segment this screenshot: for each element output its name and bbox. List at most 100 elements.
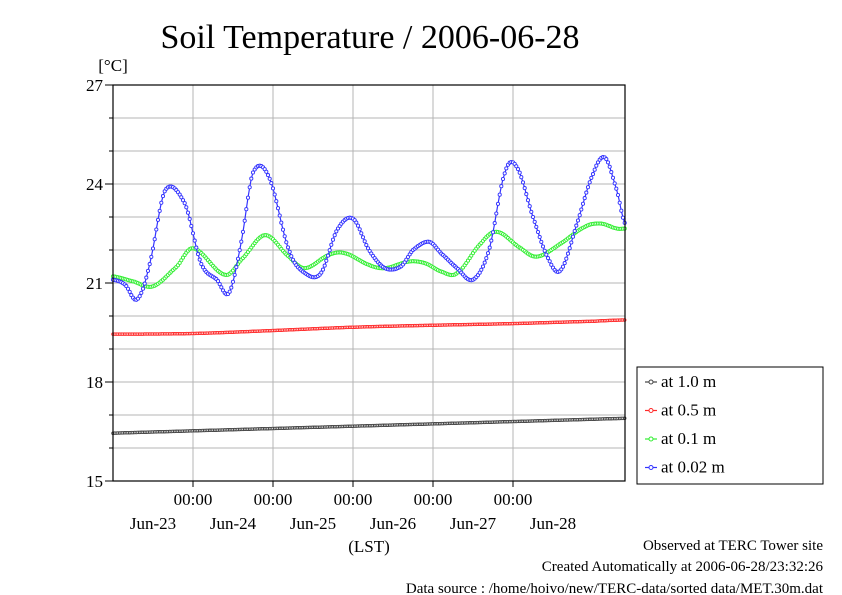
data-point [485,251,491,256]
data-point [277,213,282,218]
legend-label: at 0.5 m [661,401,716,420]
legend: at 1.0 m at 0.5 m at 0.1 m at 0.02 m [636,366,824,485]
data-point [182,201,187,206]
data-point [494,211,499,216]
data-point [585,185,591,190]
data-point [500,176,506,182]
data-point [282,234,287,239]
data-point [195,252,201,257]
data-point [619,208,624,213]
data-point [219,285,224,290]
data-point [517,170,522,175]
data-point [364,242,369,248]
data-point [527,204,532,209]
x-tick-label: 00:00 [254,490,293,509]
y-tick-label: 21 [86,274,103,293]
data-point [580,201,586,206]
data-point [612,181,617,186]
data-point [570,234,576,239]
data-point [194,245,199,250]
data-point [187,216,192,222]
data-point [324,258,329,263]
data-point [234,265,239,270]
legend-label: at 0.02 m [661,458,725,477]
y-tick-label: 15 [86,472,103,491]
data-point [535,229,541,235]
data-point [549,262,554,267]
data-point [159,200,164,205]
data-point [520,180,526,185]
data-point [215,279,221,284]
y-tick-label: 27 [86,76,104,95]
data-point [325,253,331,258]
data-point [280,227,286,232]
data-point [192,238,197,243]
data-point [190,231,196,236]
x-tick-label: 00:00 [174,490,213,509]
data-point [139,290,144,295]
data-point [154,227,159,232]
data-point [285,245,291,250]
data-point [504,166,509,171]
x-tick-label: 00:00 [334,490,373,509]
data-point [615,192,621,198]
data-point [492,221,497,226]
data-point [539,239,544,244]
data-point [237,248,242,253]
data-point [144,275,149,280]
data-point [489,238,494,243]
data-point [620,215,626,220]
data-point [145,268,151,273]
data-point [562,261,567,266]
date-label: Jun-23 [130,514,176,533]
data-point [534,224,539,229]
data-point [589,175,594,180]
data-point [199,261,204,267]
data-point [604,157,609,162]
data-point [582,196,587,201]
data-point [354,220,359,225]
data-point [239,239,244,244]
data-point [529,209,534,214]
data-point [265,173,271,178]
data-point [179,195,184,200]
legend-marker [648,408,654,413]
data-point [499,184,504,189]
data-point [332,233,337,238]
data-point [319,270,324,275]
data-point [515,167,521,172]
data-point [530,214,536,220]
data-point [272,192,277,197]
data-point [575,218,581,223]
date-label: Jun-26 [370,514,416,533]
date-label: Jun-25 [290,514,336,533]
data-point [587,180,592,185]
data-point [197,257,202,262]
legend-label: at 0.1 m [661,429,716,448]
data-point [217,282,222,287]
legend-marker [648,465,654,470]
data-point [497,192,502,197]
data-point [564,256,569,261]
data-point [250,170,256,175]
data-point [127,289,132,294]
data-point [605,160,611,165]
data-point [479,267,484,272]
data-point [189,223,194,229]
data-point [574,223,579,228]
y-tick-label: 18 [86,373,103,392]
data-point [480,264,486,269]
data-point [542,248,547,253]
data-point [525,198,531,203]
data-point [227,289,232,294]
data-point [320,267,326,272]
created-note: Created Automatically at 2006-06-28/23:3… [542,559,824,575]
data-point [362,239,367,244]
data-point [242,218,247,223]
data-point [357,227,362,232]
data-point [502,171,507,176]
legend-marker [648,436,654,442]
data-point [609,170,614,175]
date-label: Jun-27 [450,514,497,533]
